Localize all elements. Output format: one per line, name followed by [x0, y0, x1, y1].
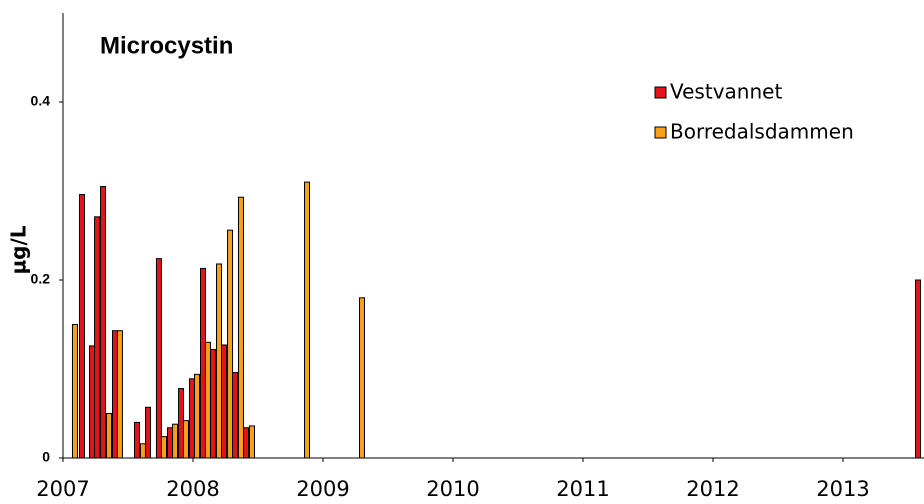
x-tick-label: 2012: [686, 477, 739, 501]
bar: [243, 427, 250, 459]
bar: [166, 427, 173, 459]
bar: [116, 330, 123, 459]
bar: [182, 420, 189, 459]
legend-swatch: [654, 126, 667, 139]
legend-label: Vestvannet: [670, 80, 782, 104]
bar: [194, 373, 201, 459]
bar: [161, 436, 168, 459]
bar: [210, 348, 217, 459]
bar: [188, 378, 195, 459]
x-tick-label: 2010: [426, 477, 479, 501]
bar: [231, 372, 238, 459]
bar: [133, 421, 140, 459]
bar: [112, 330, 119, 459]
bar: [220, 344, 227, 459]
bar: [172, 423, 179, 459]
bar: [106, 413, 113, 459]
bar: [139, 443, 146, 459]
bar: [145, 406, 152, 459]
y-axis-label: µg/L: [7, 225, 31, 274]
x-tick-label: 2009: [296, 477, 349, 501]
legend-swatch: [654, 86, 667, 99]
legend-label: Borredalsdammen: [670, 120, 854, 144]
bar: [88, 345, 95, 459]
bar: [304, 181, 311, 459]
bar: [249, 425, 256, 459]
bar: [178, 388, 185, 459]
bar: [94, 216, 101, 459]
bar: [100, 186, 107, 459]
chart-title: Microcystin: [100, 32, 233, 59]
bar: [71, 324, 78, 459]
bar: [216, 263, 223, 459]
bar: [359, 297, 366, 459]
x-tick-label: 2013: [816, 477, 869, 501]
x-tick-label: 2007: [36, 477, 89, 501]
y-tick-label: 0.4: [31, 93, 51, 109]
bar: [915, 279, 922, 459]
bar: [237, 196, 244, 459]
y-tick-label: 0.2: [31, 271, 51, 287]
bar: [200, 267, 207, 459]
bar: [227, 229, 234, 459]
bar: [155, 258, 162, 459]
x-tick-label: 2008: [166, 477, 219, 501]
y-tick-label: 0: [42, 449, 50, 465]
bar: [78, 194, 85, 459]
bar: [204, 341, 211, 459]
x-tick-label: 2011: [556, 477, 609, 501]
